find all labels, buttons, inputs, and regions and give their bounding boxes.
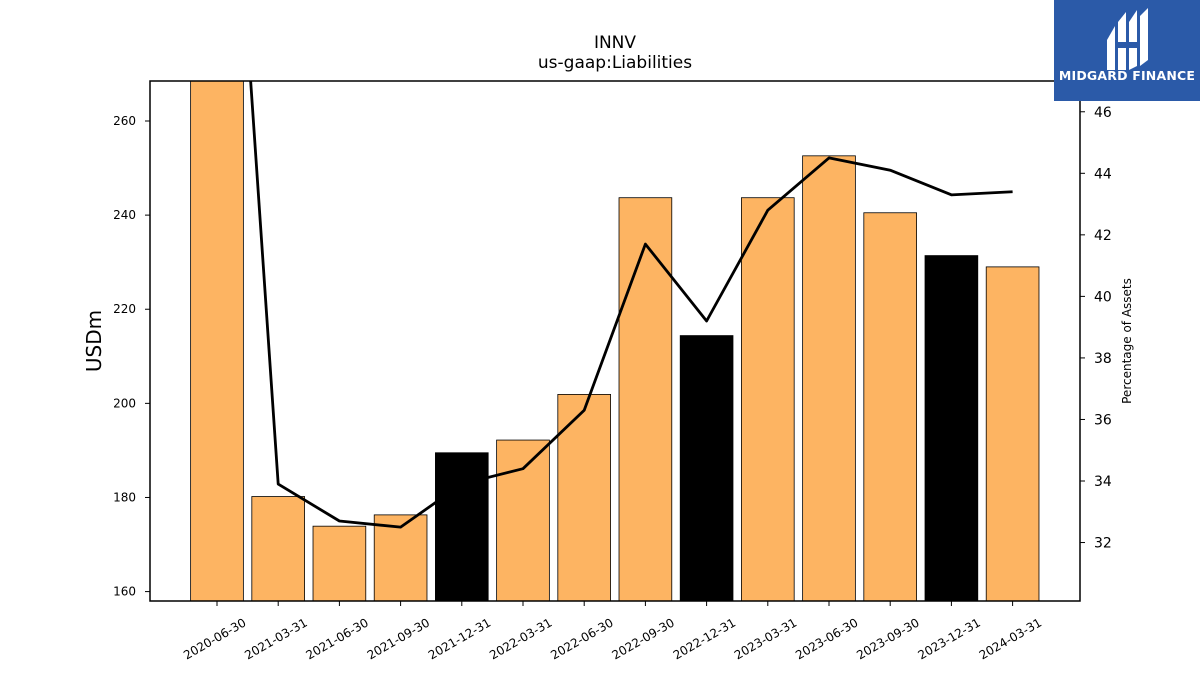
x-tick-label: 2021-12-31 — [426, 615, 493, 662]
bar-2021-03-31 — [251, 496, 305, 601]
bar-2023-03-31 — [741, 197, 795, 601]
y-tick-label: 200 — [113, 396, 136, 410]
chart-subtitle: us-gaap:Liabilities — [538, 53, 692, 73]
bar-2023-06-30 — [802, 155, 856, 601]
percentage-of-assets-line — [249, 81, 1013, 529]
midgard-finance-logo: MIDGARD FINANCE — [1054, 0, 1200, 101]
chart-title: INNV — [594, 33, 636, 53]
x-tick-label: 2023-06-30 — [793, 615, 860, 662]
y2-tick-label: 44 — [1094, 166, 1112, 182]
y2-tick-label: 38 — [1094, 351, 1112, 367]
x-tick-label: 2022-09-30 — [609, 615, 676, 662]
x-tick-label: 2021-09-30 — [365, 615, 432, 662]
bar-2021-09-30 — [373, 514, 428, 601]
x-tick-label: 2022-06-30 — [548, 615, 615, 662]
bar-2024-03-31 — [985, 266, 1040, 601]
plot-frame — [149, 80, 1081, 602]
y-tick-label: 160 — [113, 585, 136, 599]
y-tick-label: 180 — [113, 490, 136, 504]
y2-tick-label: 34 — [1094, 474, 1112, 490]
bar-2022-09-30 — [618, 197, 673, 601]
bar-2022-12-31 — [679, 335, 734, 601]
bar-series — [190, 81, 1040, 601]
x-tick-label: 2021-03-31 — [242, 615, 309, 662]
bar-2022-03-31 — [496, 439, 550, 601]
x-tick-label: 2022-12-31 — [671, 615, 738, 662]
logo-mark-icon — [1107, 8, 1148, 70]
y2-tick-label: 42 — [1094, 228, 1112, 244]
bar-2021-12-31 — [435, 452, 489, 601]
y2-tick-label: 32 — [1094, 536, 1112, 552]
x-tick-label: 2020-06-30 — [181, 615, 248, 662]
y2-tick-label: 36 — [1094, 412, 1112, 428]
bar-2022-06-30 — [557, 394, 611, 601]
y-tick-label: 220 — [113, 302, 136, 316]
x-tick-label: 2024-03-31 — [977, 615, 1044, 662]
percentage-line-layer — [249, 81, 1013, 529]
bar-2021-06-30 — [312, 525, 367, 601]
bar-2020-06-30 — [190, 81, 244, 601]
x-tick-label: 2023-03-31 — [732, 615, 799, 662]
y-axis-label: USDm — [82, 310, 106, 372]
x-tick-label: 2022-03-31 — [487, 615, 554, 662]
bar-2023-09-30 — [863, 212, 917, 601]
y2-tick-label: 40 — [1094, 289, 1112, 305]
y-tick-label: 260 — [113, 114, 136, 128]
logo-text: MIDGARD FINANCE — [1058, 68, 1196, 83]
y2-axis-label: Percentage of Assets — [1120, 278, 1134, 404]
bar-2023-12-31 — [924, 255, 979, 601]
x-tick-label: 2023-12-31 — [915, 615, 982, 662]
x-tick-label: 2021-06-30 — [303, 615, 370, 662]
y2-tick-label: 46 — [1094, 105, 1112, 121]
x-tick-label: 2023-09-30 — [854, 615, 921, 662]
y-tick-label: 240 — [113, 208, 136, 222]
